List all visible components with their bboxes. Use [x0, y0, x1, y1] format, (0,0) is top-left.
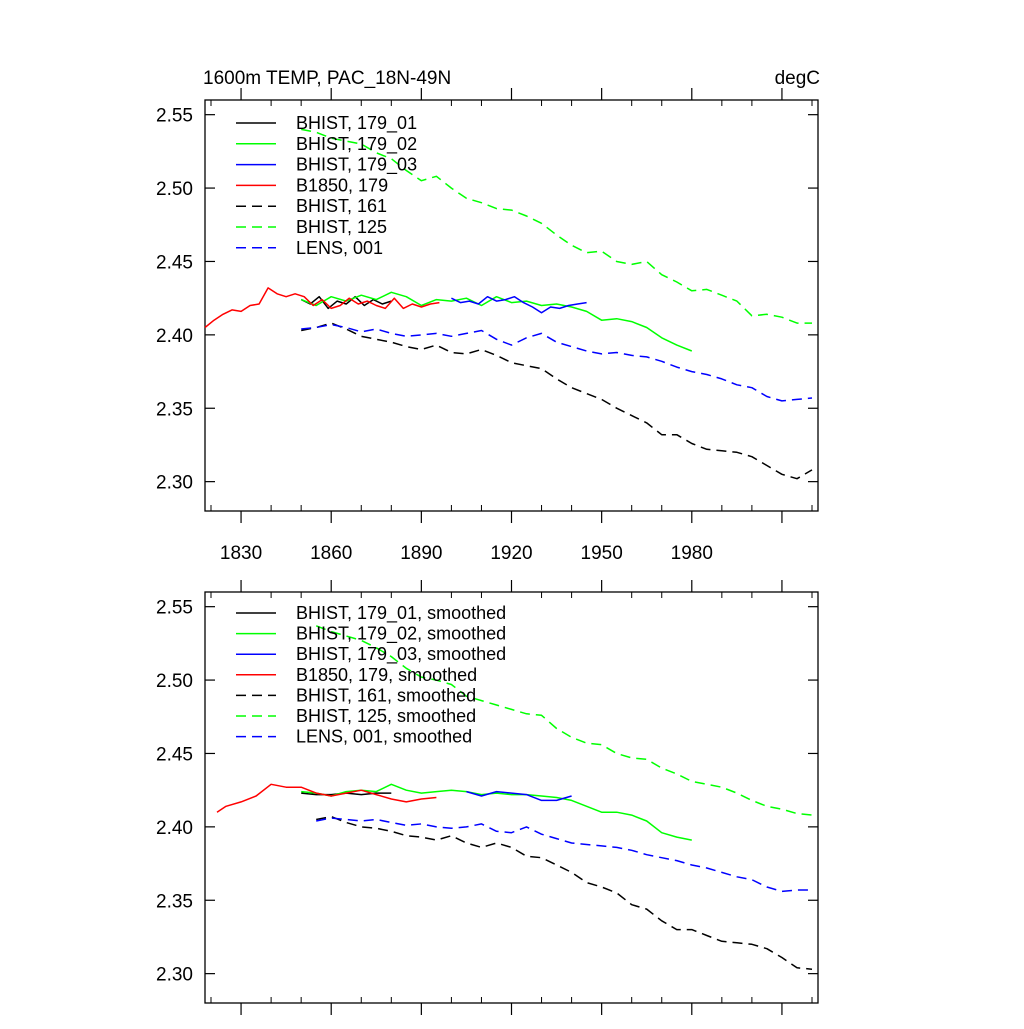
bottom-legend-label: BHIST, 125, smoothed — [296, 706, 476, 726]
bottom-ytick-label: 2.40 — [156, 818, 193, 839]
bottom-ytick-label: 2.45 — [156, 744, 193, 765]
bottom-legend-label: BHIST, 179_03, smoothed — [296, 644, 506, 665]
bottom-series — [216, 625, 813, 970]
bottom-y-axis: 2.30 2.35 2.40 2.45 2.50 2.55 — [156, 598, 818, 986]
top-xtick-label: 1980 — [671, 543, 713, 564]
top-ytick-label: 2.30 — [156, 473, 193, 494]
top-series — [204, 128, 813, 480]
top-xtick-label: 1830 — [220, 543, 262, 564]
bottom-panel: 2.30 2.35 2.40 2.45 2.50 2.55 BHIST, 179_01, … — [156, 580, 819, 1015]
top-xtick-label: 1950 — [581, 543, 623, 564]
bottom-legend-label: BHIST, 161, smoothed — [296, 685, 476, 705]
top-series-line — [300, 295, 392, 310]
bottom-ytick-label: 2.50 — [156, 671, 193, 692]
bottom-series-line — [466, 790, 572, 802]
top-xtick-label: 1920 — [490, 543, 532, 564]
bottom-legend-label: LENS, 001, smoothed — [296, 727, 472, 747]
bottom-ytick-label: 2.35 — [156, 891, 193, 912]
top-legend-label: LENS, 001 — [296, 238, 383, 258]
bottom-ytick-label: 2.30 — [156, 965, 193, 986]
bottom-series-line — [316, 815, 813, 970]
top-series-line — [204, 287, 440, 329]
bottom-series-line — [316, 817, 812, 893]
bottom-series-line — [216, 783, 437, 813]
top-legend-label: BHIST, 179_03 — [296, 155, 417, 176]
top-series-line — [451, 295, 587, 314]
top-legend-label: B1850, 179 — [296, 175, 388, 195]
top-xtick-label: 1890 — [400, 543, 442, 564]
top-legend-label: BHIST, 161 — [296, 196, 387, 216]
top-ytick-label: 2.35 — [156, 399, 193, 420]
top-series-line — [300, 291, 693, 352]
top-y-axis: 2.30 2.35 2.40 2.45 2.50 2.55 — [156, 106, 818, 494]
top-x-axis: 1830 1860 1890 1920 1950 1980 — [210, 88, 813, 564]
top-series-line — [301, 322, 813, 480]
top-ytick-label: 2.55 — [156, 106, 193, 127]
top-xtick-label: 1860 — [310, 543, 352, 564]
top-panel: 1600m TEMP, PAC_18N-49N degC 2.30 2.35 2.4… — [156, 68, 820, 564]
top-chart-title: 1600m TEMP, PAC_18N-49N — [203, 68, 451, 89]
bottom-legend-label: BHIST, 179_01, smoothed — [296, 603, 506, 624]
top-ytick-label: 2.40 — [156, 326, 193, 347]
bottom-ytick-label: 2.55 — [156, 598, 193, 619]
top-legend-label: BHIST, 179_02 — [296, 134, 417, 155]
bottom-series-line — [315, 625, 813, 816]
top-chart-units: degC — [775, 68, 820, 89]
bottom-series-line — [301, 783, 692, 841]
top-series-line — [301, 323, 813, 402]
top-ytick-label: 2.45 — [156, 252, 193, 273]
bottom-legend-label: BHIST, 179_02, smoothed — [296, 624, 506, 645]
top-ytick-label: 2.50 — [156, 179, 193, 200]
bottom-x-axis — [210, 580, 813, 1015]
top-legend-label: BHIST, 179_01 — [296, 113, 417, 134]
bottom-legend-label: B1850, 179, smoothed — [296, 665, 477, 685]
top-legend-label: BHIST, 125 — [296, 217, 387, 237]
